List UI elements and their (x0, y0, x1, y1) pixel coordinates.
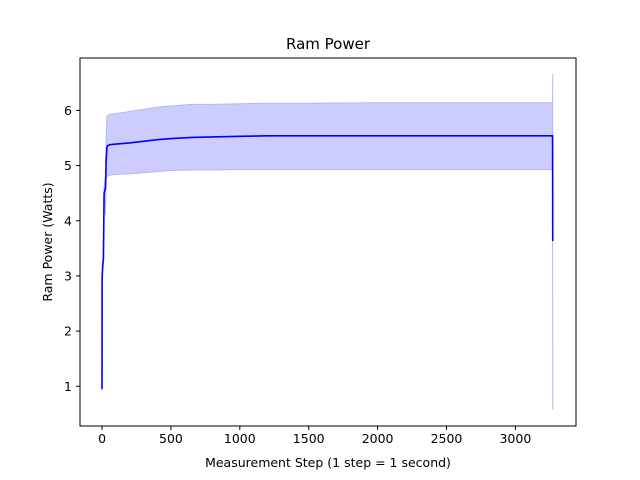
plot-frame (79, 57, 577, 427)
y-tick-label: 1 (64, 379, 72, 394)
y-tick-label: 5 (64, 158, 72, 173)
x-tick-label: 3000 (499, 431, 531, 446)
y-tick-label: 3 (64, 268, 72, 283)
x-axis-label: Measurement Step (1 step = 1 second) (205, 455, 451, 470)
y-axis-label: Ram Power (Watts) (40, 182, 55, 301)
y-tick-label: 2 (64, 324, 72, 339)
y-axis: 1 2 3 4 5 6 (64, 103, 80, 394)
x-tick-label: 1500 (293, 431, 325, 446)
x-tick-label: 1000 (224, 431, 256, 446)
x-tick-label: 2000 (362, 431, 394, 446)
series-line-0 (101, 134, 554, 390)
x-tick-label: 500 (159, 431, 183, 446)
x-tick-label: 2500 (431, 431, 463, 446)
confidence-band (101, 73, 554, 410)
x-tick-label: 0 (98, 431, 106, 446)
y-tick-label: 4 (64, 213, 72, 228)
chart-title: Ram Power (286, 35, 371, 53)
y-tick-label: 6 (64, 103, 72, 118)
series-band-0 (101, 73, 554, 410)
x-axis: 0 500 1000 1500 2000 2500 3000 (98, 426, 531, 446)
mean-line (101, 134, 554, 390)
